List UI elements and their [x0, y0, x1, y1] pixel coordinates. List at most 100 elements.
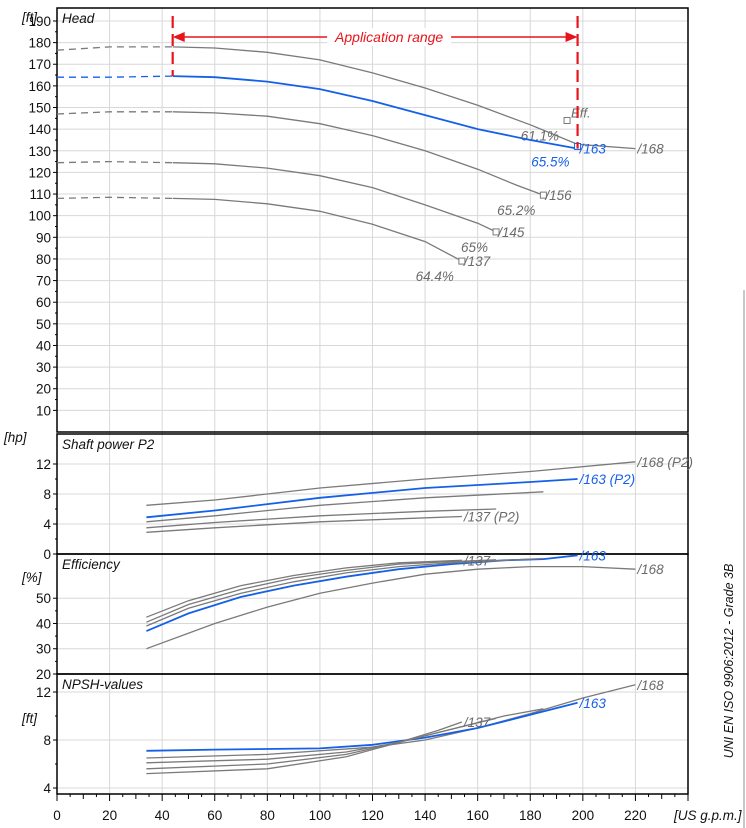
- efficiency-label: 65%: [461, 240, 488, 255]
- power-series-163P2: /163 (P2): [146, 472, 635, 519]
- bep-marker: [539, 191, 547, 199]
- x-tick-label: 200: [572, 808, 595, 823]
- arrow-left-icon: [172, 32, 185, 42]
- curve-label: /163: [579, 548, 607, 563]
- npsh-series-163: /163: [146, 696, 606, 752]
- efficiency-y-tick-label: 20: [36, 667, 51, 682]
- performance-curve: [146, 557, 544, 627]
- x-tick-label: 180: [519, 808, 542, 823]
- head-y-tick-label: 90: [36, 230, 51, 245]
- arrow-right-icon: [565, 32, 578, 42]
- x-tick-label: 100: [309, 808, 332, 823]
- efficiency-y-tick-label: 30: [36, 642, 51, 657]
- performance-curve: [172, 197, 463, 262]
- dashed-curve-segment: [56, 111, 173, 115]
- curve-label: /145: [497, 225, 525, 240]
- application-range-label-bg: [327, 28, 452, 46]
- x-tick-label: 80: [260, 808, 275, 823]
- performance-curve: [146, 491, 544, 523]
- curve-label: /163: [579, 142, 607, 157]
- head-y-tick-label: 80: [36, 252, 51, 267]
- application-range: Application range: [171, 16, 579, 149]
- npsh-y-unit-label: [ft]: [21, 711, 38, 726]
- performance-curve: [146, 461, 636, 506]
- head-y-tick-label: 170: [28, 57, 51, 72]
- bep-marker: [492, 228, 500, 236]
- head-y-tick-label: 30: [36, 360, 51, 375]
- efficiency-label: 65.2%: [497, 203, 535, 218]
- npsh-series-137: /137: [146, 715, 491, 775]
- x-axis: 0 20 40 60 80 100 120 140 160 180 200 220 [US g.p.m.…: [53, 794, 743, 823]
- x-tick-label: 40: [155, 808, 170, 823]
- head-y-tick-label: 110: [29, 187, 51, 202]
- npsh-y-tick-label: 8: [43, 733, 51, 748]
- power-title: Shaft power P2: [62, 437, 155, 452]
- power-y-tick-label: 8: [43, 487, 51, 502]
- vertical-grid: [109, 8, 689, 794]
- curve-label: /137: [463, 553, 491, 568]
- standard-side-label: UNI EN ISO 9906:2012 - Grade 3B: [722, 564, 736, 759]
- curve-label: /168 (P2): [636, 455, 693, 470]
- power-series-156P2: [146, 491, 544, 523]
- power-panel: 0 4 8 12 Shaft power P2 [hp] /168 (P2)/163 (P2…: [3, 430, 693, 562]
- efficiency-y-unit-label: [%]: [21, 570, 43, 585]
- efficiency-panel: 20 30 40 50 Efficiency [%] /168/163/137: [21, 548, 689, 682]
- head-y-unit-label: [ft]: [21, 10, 38, 25]
- power-y-tick-label: 0: [43, 547, 51, 562]
- performance-curve: [146, 701, 578, 752]
- power-y-tick-label: 4: [43, 517, 51, 532]
- efficiency-label: 64.4%: [416, 269, 454, 284]
- bep-marker: [458, 257, 466, 265]
- dashed-curve-segment: [56, 46, 173, 51]
- performance-curve: [172, 111, 544, 196]
- head-y-tick-label: 120: [28, 165, 51, 180]
- dashed-curve-segment: [56, 160, 173, 164]
- power-y-unit-label: [hp]: [3, 430, 28, 445]
- x-tick-label: 220: [624, 808, 647, 823]
- performance-curve: [172, 162, 497, 233]
- efficiency-label: 65.5%: [531, 154, 569, 169]
- performance-curve: [146, 717, 497, 770]
- head-y-tick-label: 60: [36, 295, 51, 310]
- eff-label: Eff.: [571, 105, 591, 120]
- efficiency-series-156: [146, 557, 544, 627]
- npsh-y-tick-label: 12: [36, 685, 51, 700]
- head-series-156: /156 65.2%: [56, 111, 572, 218]
- head-y-tick-label: 100: [28, 209, 51, 224]
- head-y-tick-label: 70: [36, 274, 51, 289]
- npsh-panel: 4 8 12 NPSH-values [ft] /168/163/137: [21, 673, 689, 796]
- head-y-tick-label: 180: [28, 36, 51, 51]
- efficiency-title: Efficiency: [62, 557, 121, 572]
- power-series-137P2: /137 (P2): [146, 510, 519, 533]
- efficiency-series-145: [146, 559, 497, 623]
- head-y-tick-label: 160: [28, 79, 51, 94]
- head-y-tick-label: 20: [36, 382, 51, 397]
- efficiency-series-137: /137: [146, 553, 491, 618]
- head-y-tick-label: 50: [36, 317, 51, 332]
- performance-curve: [146, 515, 462, 533]
- curve-label: /137: [463, 254, 491, 269]
- performance-curve: [146, 684, 636, 759]
- head-y-tick-label: 190: [28, 14, 51, 29]
- head-title: Head: [62, 11, 95, 26]
- performance-curve: [146, 559, 497, 623]
- curve-label: /137 (P2): [463, 510, 520, 525]
- power-series-168P2: /168 (P2): [146, 455, 693, 506]
- performance-curve: [172, 75, 578, 150]
- npsh-title: NPSH-values: [62, 677, 143, 692]
- efficiency-y-tick-label: 40: [36, 616, 51, 631]
- curve-label: /168: [636, 142, 664, 157]
- performance-curve: [172, 46, 636, 150]
- bep-marker: [563, 116, 571, 124]
- head-y-tick-label: 140: [28, 122, 51, 137]
- dashed-curve-segment: [56, 196, 173, 200]
- efficiency-y-tick-label: 50: [36, 591, 51, 606]
- x-tick-label: 140: [414, 808, 437, 823]
- application-range-label: Application range: [334, 29, 443, 45]
- npsh-series-145: [146, 717, 497, 770]
- x-tick-label: 120: [361, 808, 384, 823]
- x-axis-unit-label: [US g.p.m.]: [673, 808, 743, 823]
- head-frame: [56, 7, 689, 433]
